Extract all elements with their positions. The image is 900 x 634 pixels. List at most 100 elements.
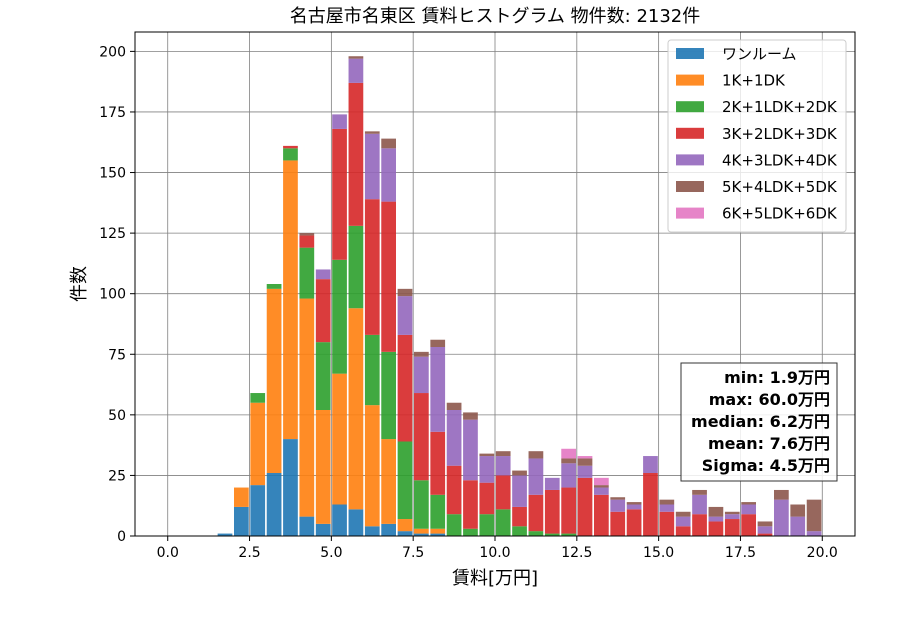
bar-segment-series-3 xyxy=(544,489,560,534)
bar-segment-series-4 xyxy=(708,516,724,522)
axis-ticks: 0.0 2.5 5.0 7.5 10.0 12.5 15.0 17.5 20.0 0 25 50 75 1… xyxy=(99,44,838,561)
bar-segment-series-3 xyxy=(708,521,724,536)
bar-segment-series-3 xyxy=(594,494,609,536)
legend-swatch xyxy=(676,127,704,139)
bar-segment-series-5 xyxy=(774,489,789,500)
bar-segment-series-5 xyxy=(675,511,691,517)
bar-segment-series-2 xyxy=(315,342,331,410)
x-tick-label: 10.0 xyxy=(479,545,510,561)
bar-segment-series-4 xyxy=(430,347,446,432)
bar-segment-series-4 xyxy=(577,465,593,478)
legend-swatch xyxy=(676,48,704,59)
bar-segment-series-0 xyxy=(315,523,331,536)
bar-segment-series-3 xyxy=(528,494,544,532)
bar-segment-series-1 xyxy=(381,439,396,524)
y-tick-label: 50 xyxy=(108,408,126,424)
bar-segment-series-3 xyxy=(463,480,478,529)
bar-segment-series-5 xyxy=(724,511,740,515)
bar-segment-series-4 xyxy=(561,463,576,488)
bar-segment-series-4 xyxy=(479,456,495,483)
stats-box-frame xyxy=(680,362,838,482)
bar-segment-series-3 xyxy=(446,465,462,515)
x-tick-label: 2.5 xyxy=(238,545,260,561)
bar-segment-series-4 xyxy=(774,499,789,536)
bar-segment-series-2 xyxy=(528,531,544,536)
chart-title: 名古屋市名東区 賃料ヒストグラム 物件数: 2132件 xyxy=(290,6,701,27)
bar-segment-series-1 xyxy=(364,405,380,527)
bar-segment-series-4 xyxy=(741,504,756,515)
x-tick-label: 5.0 xyxy=(320,545,342,561)
bar-segment-series-2 xyxy=(348,225,364,309)
bar-segment-series-0 xyxy=(266,473,282,536)
bar-segment-series-4 xyxy=(315,269,331,280)
bar-segment-series-0 xyxy=(234,506,249,536)
bar-segment-series-4 xyxy=(544,477,560,490)
bar-segment-series-4 xyxy=(594,487,609,495)
bar-segment-series-2 xyxy=(463,528,478,536)
legend-label: ワンルーム xyxy=(722,45,797,63)
bar-segment-series-4 xyxy=(692,494,707,515)
bar-segment-series-4 xyxy=(610,499,626,512)
bar-segment-series-3 xyxy=(757,533,773,536)
bar-segment-series-3 xyxy=(512,506,527,527)
bar-segment-series-2 xyxy=(446,514,462,536)
bar-segment-series-5 xyxy=(708,506,724,517)
bar-segment-series-2 xyxy=(544,533,560,536)
bar-segment-series-4 xyxy=(463,419,478,481)
bar-segment-series-5 xyxy=(790,504,806,517)
bar-segment-series-3 xyxy=(414,393,429,481)
bar-segment-series-3 xyxy=(577,477,593,536)
bar-segment-series-6 xyxy=(594,477,609,486)
bar-segment-series-3 xyxy=(692,514,707,536)
bar-segment-series-3 xyxy=(741,514,756,536)
x-tick-label: 20.0 xyxy=(807,545,838,561)
stats-max: max: 60.0万円 xyxy=(709,390,830,409)
bar-segment-series-5 xyxy=(610,497,626,500)
bar-segment-series-4 xyxy=(528,458,544,495)
bar-segment-series-3 xyxy=(495,475,511,510)
x-tick-label: 12.5 xyxy=(561,545,592,561)
bar-segment-series-5 xyxy=(512,470,527,476)
bar-segment-series-4 xyxy=(332,114,347,129)
bar-segment-series-1 xyxy=(397,519,413,532)
bar-segment-series-0 xyxy=(299,516,315,536)
bar-segment-series-5 xyxy=(495,451,511,457)
bar-segment-series-2 xyxy=(397,441,413,520)
bar-segment-series-0 xyxy=(250,485,266,536)
bar-segment-series-1 xyxy=(414,528,429,534)
legend-label: 3K+2LDK+3DK xyxy=(722,125,838,143)
bar-segment-series-3 xyxy=(659,511,675,536)
legend-swatch xyxy=(676,181,704,192)
bar-segment-series-4 xyxy=(626,504,642,510)
y-tick-label: 75 xyxy=(108,347,126,363)
bar-segment-series-2 xyxy=(512,526,527,536)
bars-group xyxy=(217,56,822,536)
x-tick-label: 0.0 xyxy=(157,545,179,561)
bar-segment-series-1 xyxy=(430,528,446,534)
bar-segment-series-2 xyxy=(299,247,315,299)
bar-segment-series-0 xyxy=(414,533,429,536)
bar-segment-series-5 xyxy=(446,402,462,410)
bar-segment-series-3 xyxy=(332,128,347,260)
x-axis-label: 賃料[万円] xyxy=(452,568,538,589)
bar-segment-series-4 xyxy=(364,133,380,200)
bar-segment-series-4 xyxy=(659,504,675,512)
stats-box: min: 1.9万円 max: 60.0万円 median: 6.2万円 mea… xyxy=(680,362,838,482)
bar-segment-series-1 xyxy=(283,160,298,440)
bar-segment-series-0 xyxy=(397,531,413,536)
bar-segment-series-5 xyxy=(479,453,495,457)
bar-segment-series-0 xyxy=(430,533,446,536)
bar-segment-series-2 xyxy=(381,351,396,440)
legend: ワンルーム 1K+1DK 2K+1LDK+2DK 3K+2LDK+3DK 4K+3LDK… xyxy=(667,39,847,233)
bar-segment-series-0 xyxy=(364,526,380,536)
bar-segment-series-4 xyxy=(397,296,413,335)
bar-segment-series-2 xyxy=(250,393,266,403)
bar-segment-series-3 xyxy=(381,201,396,352)
stats-min: min: 1.9万円 xyxy=(724,368,830,387)
bar-segment-series-4 xyxy=(495,456,511,476)
y-tick-label: 150 xyxy=(99,166,126,182)
bar-segment-series-4 xyxy=(643,456,658,473)
bar-segment-series-1 xyxy=(234,487,249,507)
legend-label: 1K+1DK xyxy=(722,72,786,90)
legend-label: 4K+3LDK+4DK xyxy=(722,151,838,169)
